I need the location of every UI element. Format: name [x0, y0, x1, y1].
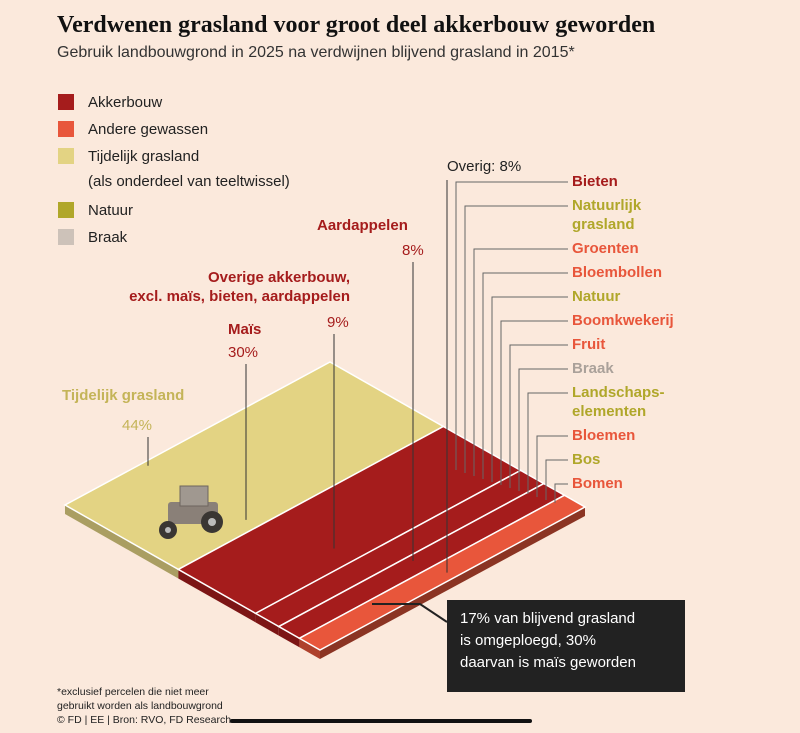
annotation-pointer — [372, 603, 448, 623]
legend-label: Tijdelijk grasland — [88, 148, 200, 165]
legend-label: Natuur — [88, 202, 134, 219]
overig-label: Fruit — [572, 336, 606, 353]
leader-line — [491, 296, 568, 482]
category-label: Overige akkerbouw, excl. maïs, bieten, a… — [129, 269, 350, 305]
value-label: 8% — [402, 242, 424, 259]
annotation-box — [447, 600, 685, 692]
value-label: Overig: 8% — [447, 158, 522, 175]
overig-label: Boomkwekerij — [572, 312, 674, 329]
source: © FD | EE | Bron: RVO, FD Research — [57, 714, 232, 726]
slab-side — [320, 507, 585, 659]
overig-label: Bieten — [572, 173, 618, 190]
slab-side — [278, 626, 300, 648]
legend-label: Braak — [88, 229, 128, 246]
leader-line — [500, 320, 568, 485]
overig-label: Bloemen — [572, 427, 636, 444]
overig-label: Bomen — [572, 475, 623, 492]
overig-label: Bos — [572, 451, 601, 468]
value-label: 30% — [228, 344, 259, 361]
leader-line — [545, 459, 568, 500]
leader-line — [455, 181, 568, 470]
slab-side — [255, 613, 279, 636]
leader-line — [509, 344, 568, 488]
category-label: Tijdelijk grasland — [62, 387, 185, 404]
value-label: 44% — [122, 417, 153, 434]
slab-side — [299, 638, 320, 659]
legend-swatch — [58, 202, 74, 218]
subtitle: Gebruik landbouwgrond in 2025 na verdwij… — [57, 44, 575, 61]
legend-swatch — [58, 121, 74, 137]
legend-swatch — [58, 148, 74, 164]
leader-line — [518, 368, 568, 491]
overig-label: Braak — [572, 360, 614, 377]
legend-label: Akkerbouw — [88, 94, 163, 111]
overig-label: Bloembollen — [572, 264, 663, 281]
leader-line — [473, 248, 568, 476]
legend-detail: (als onderdeel van teeltwissel) — [88, 173, 290, 190]
overig-label: Natuurlijk grasland — [572, 197, 642, 233]
legend-swatch — [58, 229, 74, 245]
value-label: 9% — [327, 314, 349, 331]
title: Verdwenen grasland voor groot deel akker… — [57, 12, 656, 38]
leader-line — [536, 435, 568, 497]
leader-line — [554, 483, 568, 503]
leader-line — [527, 392, 568, 494]
overig-label: Natuur — [572, 288, 621, 305]
treemap-tile — [297, 494, 587, 651]
tractor — [159, 485, 223, 539]
category-label: Aardappelen — [317, 217, 408, 234]
category-label: Maïs — [228, 321, 262, 338]
slab-side — [178, 569, 256, 623]
overig-label: Groenten — [572, 240, 639, 257]
leader-line — [482, 272, 568, 479]
legend-swatch — [58, 94, 74, 110]
overig-label: Landschaps- elementen — [572, 384, 665, 420]
annotation: 17% van blijvend grasland is omgeploegd,… — [460, 610, 636, 671]
leader-line — [464, 205, 568, 473]
footnote: *exclusief percelen die niet meer gebrui… — [57, 686, 223, 712]
slab-side — [65, 505, 179, 579]
legend-label: Andere gewassen — [88, 121, 209, 138]
